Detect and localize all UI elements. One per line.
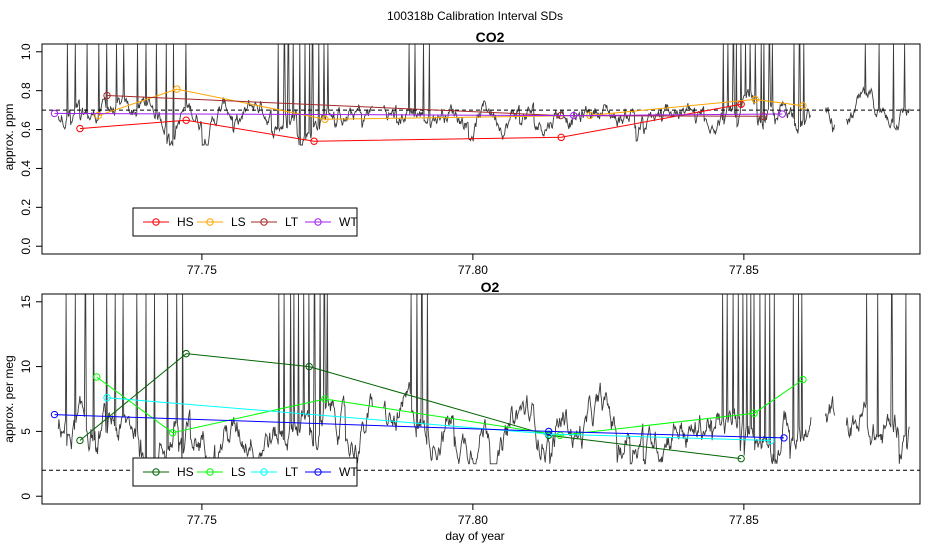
co2-panel-title: CO2 bbox=[476, 29, 505, 45]
o2-series-ls-point bbox=[168, 429, 177, 437]
co2-series-wt-point bbox=[569, 111, 578, 120]
co2-series-hs-point bbox=[310, 137, 318, 145]
co2-series-ls-point bbox=[321, 115, 329, 123]
co2-legend-hs-label: HS bbox=[177, 215, 194, 229]
o2-legend-wt-label: WT bbox=[339, 465, 358, 479]
co2-y-tick-label: 0.8 bbox=[19, 82, 33, 99]
co2-series-hs-point bbox=[182, 116, 190, 124]
o2-legend-hs-marker bbox=[152, 468, 160, 476]
co2-x-tick-label: 77.75 bbox=[187, 263, 217, 277]
co2-series-hs-point bbox=[557, 133, 565, 142]
co2-y-tick-label: 0.2 bbox=[19, 199, 33, 216]
co2-legend-hs-marker bbox=[152, 218, 160, 226]
o2-legend-ls-marker bbox=[206, 468, 214, 476]
co2-y-tick-label: 0.0 bbox=[19, 238, 33, 255]
co2-series-ls-point bbox=[173, 85, 181, 93]
o2-series-group bbox=[50, 349, 807, 463]
o2-series-wt-point bbox=[50, 410, 59, 419]
o2-series-ls-point bbox=[799, 375, 807, 384]
co2-series-ls-point bbox=[751, 95, 759, 104]
o2-y-tick-label: 0 bbox=[19, 493, 33, 500]
co2-x-axis: 77.75 77.80 77.85 bbox=[187, 254, 759, 277]
o2-x-tick-label: 77.80 bbox=[458, 513, 488, 527]
o2-panel: O2 77.75 77.80 77.85 0 5 10 15 approx. per me… bbox=[2, 279, 921, 543]
o2-y-axis: 0 5 10 15 bbox=[19, 295, 42, 500]
o2-series-hs-line bbox=[79, 353, 742, 460]
o2-series-lt-point bbox=[103, 394, 111, 402]
co2-legend: HS LS LT WT bbox=[132, 207, 358, 237]
co2-series-wt-point bbox=[778, 110, 787, 118]
o2-x-axis: 77.75 77.80 77.85 bbox=[187, 504, 759, 527]
co2-x-tick-label: 77.80 bbox=[458, 263, 488, 277]
o2-x-tick-label: 77.85 bbox=[729, 513, 759, 527]
o2-legend-hs-label: HS bbox=[177, 465, 194, 479]
co2-y-tick-label: 1.0 bbox=[19, 43, 33, 60]
o2-y-label: approx. per meg bbox=[2, 355, 16, 442]
co2-series-hs-point bbox=[76, 124, 84, 133]
co2-legend-lt-marker bbox=[260, 218, 268, 226]
co2-panel: CO2 77.75 77.80 77.85 0.0 0.2 0.4 0.6 0.8 1.0 a… bbox=[2, 29, 921, 277]
co2-legend-ls-label: LS bbox=[231, 215, 246, 229]
co2-series-lt-point bbox=[759, 112, 768, 121]
co2-series-ls-point bbox=[94, 111, 103, 120]
co2-y-tick-label: 0.6 bbox=[19, 121, 33, 138]
o2-series-wt-point bbox=[780, 434, 788, 442]
o2-series-ls-point bbox=[750, 409, 758, 417]
o2-series-lt-line bbox=[106, 397, 772, 441]
o2-series-wt-line bbox=[54, 414, 785, 439]
o2-series-ls-point bbox=[321, 395, 329, 403]
co2-series-hs-line bbox=[79, 103, 742, 142]
o2-x-tick-label: 77.75 bbox=[187, 513, 217, 527]
o2-legend-lt-marker bbox=[260, 468, 268, 476]
o2-series-lt-point bbox=[545, 430, 553, 438]
o2-series-ls-line bbox=[96, 376, 804, 436]
co2-raw-trace-group bbox=[57, 43, 910, 147]
co2-legend-wt-label: WT bbox=[339, 215, 358, 229]
o2-legend: HS LS LT WT bbox=[132, 457, 358, 487]
co2-raw-trace bbox=[57, 43, 910, 147]
o2-legend-wt-marker bbox=[314, 468, 322, 476]
o2-legend-lt-label: LT bbox=[285, 465, 299, 479]
o2-y-tick-label: 5 bbox=[19, 428, 33, 435]
co2-y-axis: 0.0 0.2 0.4 0.6 0.8 1.0 bbox=[19, 43, 42, 255]
o2-series-hs-point bbox=[76, 436, 84, 445]
o2-y-tick-label: 15 bbox=[19, 295, 33, 309]
co2-series-lt-point bbox=[103, 91, 111, 100]
co2-legend-ls-marker bbox=[206, 218, 214, 226]
o2-series-hs-point bbox=[182, 349, 190, 358]
co2-series-ls-point bbox=[799, 102, 807, 110]
co2-y-tick-label: 0.4 bbox=[19, 160, 33, 177]
co2-legend-lt-label: LT bbox=[285, 215, 299, 229]
co2-y-label: approx. ppm bbox=[2, 104, 16, 171]
o2-legend-box bbox=[132, 457, 358, 487]
o2-x-label: day of year bbox=[445, 529, 504, 543]
o2-y-tick-label: 10 bbox=[19, 360, 33, 374]
co2-x-tick-label: 77.85 bbox=[729, 263, 759, 277]
co2-series-wt-line bbox=[54, 112, 783, 117]
co2-plot-frame bbox=[41, 43, 921, 255]
co2-legend-wt-marker bbox=[314, 218, 322, 226]
co2-series-wt-point bbox=[50, 109, 59, 118]
co2-series-group bbox=[50, 85, 807, 145]
figure-title: 100318b Calibration Interval SDs bbox=[387, 9, 563, 23]
o2-legend-ls-label: LS bbox=[231, 465, 246, 479]
o2-plot-frame bbox=[41, 293, 921, 505]
o2-panel-title: O2 bbox=[481, 279, 500, 295]
o2-series-hs-point bbox=[305, 362, 313, 371]
o2-series-ls-point bbox=[93, 373, 101, 381]
o2-series-hs-point bbox=[737, 454, 745, 463]
o2-series-wt-point bbox=[545, 427, 553, 436]
co2-series-ls-line bbox=[98, 88, 803, 120]
